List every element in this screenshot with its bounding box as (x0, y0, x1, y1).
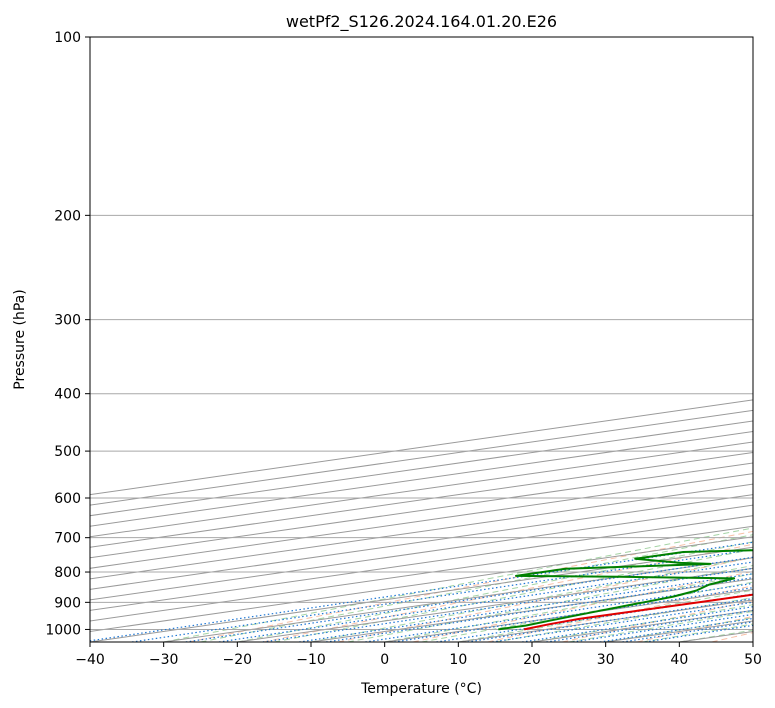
mixing-ratio-line (90, 541, 753, 642)
moist-adiabat (274, 548, 753, 642)
x-tick-label: 20 (523, 652, 541, 668)
x-tick-label: 40 (670, 652, 688, 668)
isotherm (90, 409, 753, 506)
isotherm (90, 504, 753, 601)
isotherm (90, 473, 753, 569)
y-tick-label: 900 (54, 595, 81, 611)
mixing-ratio-line (622, 621, 753, 642)
x-tick-label: 50 (744, 652, 762, 668)
background-lines (90, 37, 753, 642)
chart-title: wetPf2_S126.2024.164.01.20.E26 (286, 12, 557, 32)
isotherm (90, 515, 753, 611)
y-tick-label: 100 (54, 30, 81, 46)
isotherm (90, 399, 753, 496)
isotherm (752, 641, 753, 642)
mixing-ratio-line (326, 577, 753, 642)
y-tick-label: 700 (54, 531, 81, 547)
dewpoint-line (498, 549, 753, 631)
x-tick-label: −30 (149, 652, 179, 668)
isotherm (90, 483, 753, 580)
x-tick-label: 30 (597, 652, 615, 668)
moist-adiabat (200, 534, 753, 642)
isotherm (90, 462, 753, 559)
y-tick-label: 800 (54, 565, 81, 581)
sounding-traces (498, 549, 753, 631)
x-axis: −40 −30 −20 −10 0 10 20 30 40 50 (75, 642, 762, 668)
moist-adiabat (347, 564, 753, 642)
isotherm (90, 536, 753, 632)
isotherm (90, 430, 753, 527)
y-tick-label: 300 (54, 313, 81, 329)
y-tick-label: 200 (54, 208, 81, 224)
y-axis-title: Pressure (hPa) (12, 289, 28, 389)
x-tick-label: −10 (296, 652, 326, 668)
isotherm (90, 525, 753, 622)
y-tick-label: 1000 (45, 622, 81, 638)
isotherm (90, 441, 753, 538)
isotherm (90, 452, 753, 548)
x-tick-label: 10 (449, 652, 467, 668)
x-tick-label: −40 (75, 652, 105, 668)
mixing-ratio-line (365, 582, 753, 642)
dry-adiabat (188, 530, 753, 642)
isotherm (90, 494, 753, 590)
moist-adiabat (421, 581, 753, 642)
y-axis: 100 200 300 400 500 600 700 800 900 1000 (45, 30, 90, 638)
y-tick-label: 500 (54, 444, 81, 460)
x-tick-label: −20 (223, 652, 253, 668)
y-tick-label: 600 (54, 491, 81, 507)
x-axis-title: Temperature (°C) (360, 681, 482, 697)
y-tick-label: 400 (54, 387, 81, 403)
plot-frame (89, 36, 754, 643)
x-tick-label: 0 (380, 652, 389, 668)
isotherm (90, 420, 753, 517)
